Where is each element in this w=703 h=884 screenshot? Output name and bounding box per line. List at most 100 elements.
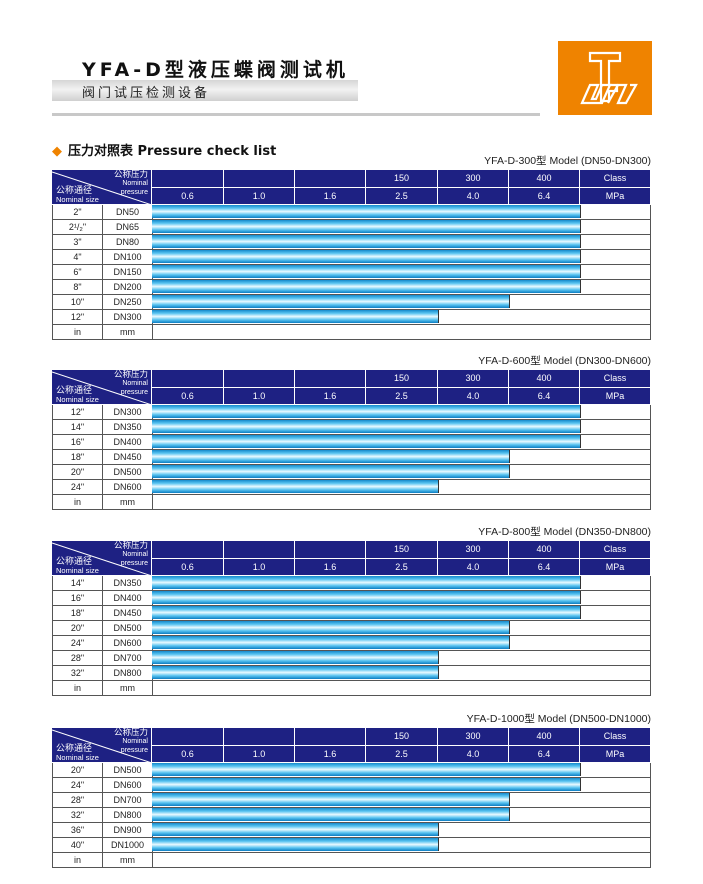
pressure-bar [152,235,581,248]
size-mm-cell: DN600 [102,778,153,793]
pressure-bar [152,465,510,478]
diamond-icon: ◆ [52,144,62,159]
size-mm-cell: mm [102,853,153,868]
size-mm-cell: DN65 [102,220,153,235]
pressure-row-cell [152,325,651,340]
mpa-header: 0.6 [152,746,224,763]
size-en: Nominal size [56,395,99,404]
page-title: YFA-D型液压蝶阀测试机 [82,59,349,81]
size-mm-cell: DN100 [102,250,153,265]
size-mm-cell: DN500 [102,465,153,480]
size-mm-cell: DN600 [102,480,153,495]
class-header: 400 [509,728,580,746]
mpa-header: 6.4 [509,559,580,576]
size-mm-cell: DN350 [102,576,153,591]
class-header [152,728,224,746]
size-mm-cell: DN50 [102,205,153,220]
size-mm-cell: DN700 [102,793,153,808]
mpa-header: 1.0 [224,188,295,205]
pressure-bar [152,250,581,263]
mpa-header: 4.0 [438,746,509,763]
pressure-bar [152,435,581,448]
size-in-cell: 4" [52,250,103,265]
header-diagonal-cell: 公称压力 Nominal pressure 公称通径 Nominal size [52,728,152,763]
class-header: Class [580,541,651,559]
pressure-bar [152,405,581,418]
pressure-bar [152,651,439,664]
header-diagonal-cell: 公称压力 Nominal pressure 公称通径 Nominal size [52,541,152,576]
class-header: Class [580,170,651,188]
size-in-cell: 12" [52,310,103,325]
size-mm-cell: DN200 [102,280,153,295]
class-header [224,170,295,188]
class-header: 300 [438,170,509,188]
mpa-header: 6.4 [509,388,580,405]
size-in-cell: 32" [52,666,103,681]
class-header: 300 [438,370,509,388]
size-in-cell: 28" [52,651,103,666]
mpa-header: 1.6 [295,188,366,205]
size-mm-cell: mm [102,495,153,510]
class-header: Class [580,370,651,388]
pressure-row-cell [152,681,651,696]
size-in-cell: 24" [52,636,103,651]
pressure-cn: 公称压力 [113,369,148,379]
header-diagonal-cell: 公称压力 Nominal pressure 公称通径 Nominal size [52,170,152,205]
class-header [295,170,366,188]
class-header [152,541,224,559]
pressure-en: pressure [120,189,148,196]
size-in-cell: 20" [52,763,103,778]
size-en: Nominal size [56,195,99,204]
pressure-cn: 公称压力 [113,540,148,550]
class-header: 150 [366,170,438,188]
pressure-bar [152,576,581,589]
size-mm-cell: DN450 [102,450,153,465]
size-cn: 公称通径 [56,185,93,195]
header-diagonal-cell: 公称压力 Nominal pressure 公称通径 Nominal size [52,370,152,405]
mpa-header: 1.0 [224,746,295,763]
size-mm-cell: DN250 [102,295,153,310]
mpa-header: 0.6 [152,559,224,576]
pressure-en: Nominal [122,551,148,558]
pressure-bar [152,310,439,323]
size-mm-cell: DN600 [102,636,153,651]
pressure-en: pressure [120,747,148,754]
size-mm-cell: DN500 [102,621,153,636]
size-in-cell: in [52,325,103,340]
mpa-header: 0.6 [152,188,224,205]
size-in-cell: 16" [52,591,103,606]
mpa-header: 6.4 [509,188,580,205]
mpa-header: 2.5 [366,746,438,763]
size-in-cell: 20" [52,621,103,636]
pressure-bar [152,778,581,791]
size-mm-cell: DN80 [102,235,153,250]
pressure-bar [152,280,581,293]
pressure-en: Nominal [122,738,148,745]
size-mm-cell: DN1000 [102,838,153,853]
size-mm-cell: mm [102,325,153,340]
size-in-cell: in [52,495,103,510]
size-mm-cell: DN800 [102,666,153,681]
model-title: YFA-D-600型 Model (DN300-DN600) [478,355,651,367]
pressure-bar [152,606,581,619]
pressure-bar [152,220,581,233]
section-title-text: 压力对照表 Pressure check list [68,144,277,159]
size-mm-cell: DN700 [102,651,153,666]
size-mm-cell: DN150 [102,265,153,280]
mpa-header: MPa [580,188,651,205]
mpa-header: 2.5 [366,188,438,205]
pressure-en: Nominal [122,380,148,387]
size-in-cell: 12" [52,405,103,420]
pressure-bar [152,636,510,649]
class-header: 150 [366,728,438,746]
mpa-header: 4.0 [438,388,509,405]
size-cn: 公称通径 [56,556,93,566]
pressure-bar [152,295,510,308]
size-en: Nominal size [56,753,99,762]
size-mm-cell: DN500 [102,763,153,778]
pressure-cn: 公称压力 [113,169,148,179]
class-header [152,370,224,388]
size-mm-cell: DN350 [102,420,153,435]
mpa-header: 1.6 [295,559,366,576]
size-mm-cell: DN900 [102,823,153,838]
